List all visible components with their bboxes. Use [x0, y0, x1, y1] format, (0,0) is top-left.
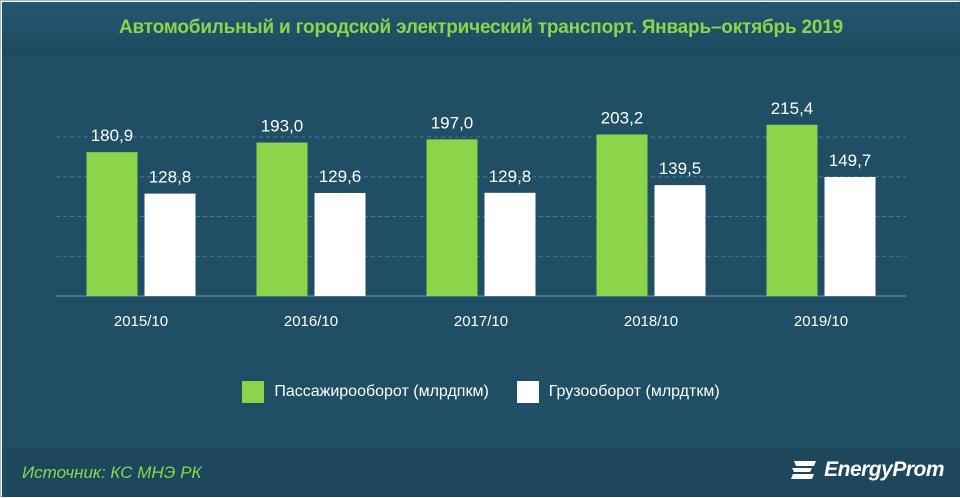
title-bar: Автомобильный и городской электрический …: [2, 2, 960, 56]
bar-cargo: [824, 176, 876, 296]
x-tick-label: 2019/10: [794, 313, 848, 330]
footer: Источник: КС МНЭ РК EnergyProm: [2, 448, 960, 497]
data-label-passenger: 215,4: [771, 99, 814, 118]
bar-passenger: [426, 139, 478, 296]
data-label-cargo: 129,8: [489, 167, 532, 186]
data-label-passenger: 197,0: [431, 113, 474, 132]
bar-passenger: [86, 152, 138, 296]
data-label-cargo: 128,8: [149, 168, 192, 187]
bar-passenger: [766, 124, 818, 297]
legend-item-passenger: Пассажирооборот (млрдпкм): [242, 381, 489, 403]
bar-cargo: [144, 193, 196, 296]
x-tick-label: 2016/10: [284, 313, 338, 330]
bar-cargo: [314, 192, 366, 296]
legend: Пассажирооборот (млрдпкм) Грузооборот (м…: [1, 378, 960, 406]
legend-label-passenger: Пассажирооборот (млрдпкм): [274, 383, 489, 400]
bar-cargo: [654, 185, 706, 296]
data-label-cargo: 149,7: [829, 151, 872, 170]
bar-cargo: [484, 192, 536, 296]
legend-label-cargo: Грузооборот (млрдткм): [548, 383, 720, 400]
source-text: Источник: КС МНЭ РК: [22, 463, 202, 482]
bar-passenger: [596, 134, 648, 296]
legend-swatch-cargo: [516, 381, 539, 403]
data-label-passenger: 180,9: [91, 126, 134, 145]
data-label-cargo: 139,5: [659, 159, 702, 178]
data-label-passenger: 203,2: [601, 108, 644, 127]
logo-icon: [791, 461, 817, 479]
x-tick-label: 2017/10: [454, 313, 508, 330]
data-label-cargo: 129,6: [319, 167, 362, 186]
chart-title: Автомобильный и городской электрический …: [119, 17, 843, 38]
legend-item-cargo: Грузооборот (млрдткм): [516, 381, 720, 403]
logo-text: EnergyProm: [824, 458, 944, 481]
data-label-passenger: 193,0: [261, 117, 304, 136]
x-tick-label: 2018/10: [624, 313, 678, 330]
energyprom-logo: EnergyProm: [790, 458, 944, 482]
x-tick-label: 2015/10: [114, 313, 168, 330]
legend-swatch-passenger: [242, 381, 265, 403]
bar-passenger: [256, 142, 308, 296]
